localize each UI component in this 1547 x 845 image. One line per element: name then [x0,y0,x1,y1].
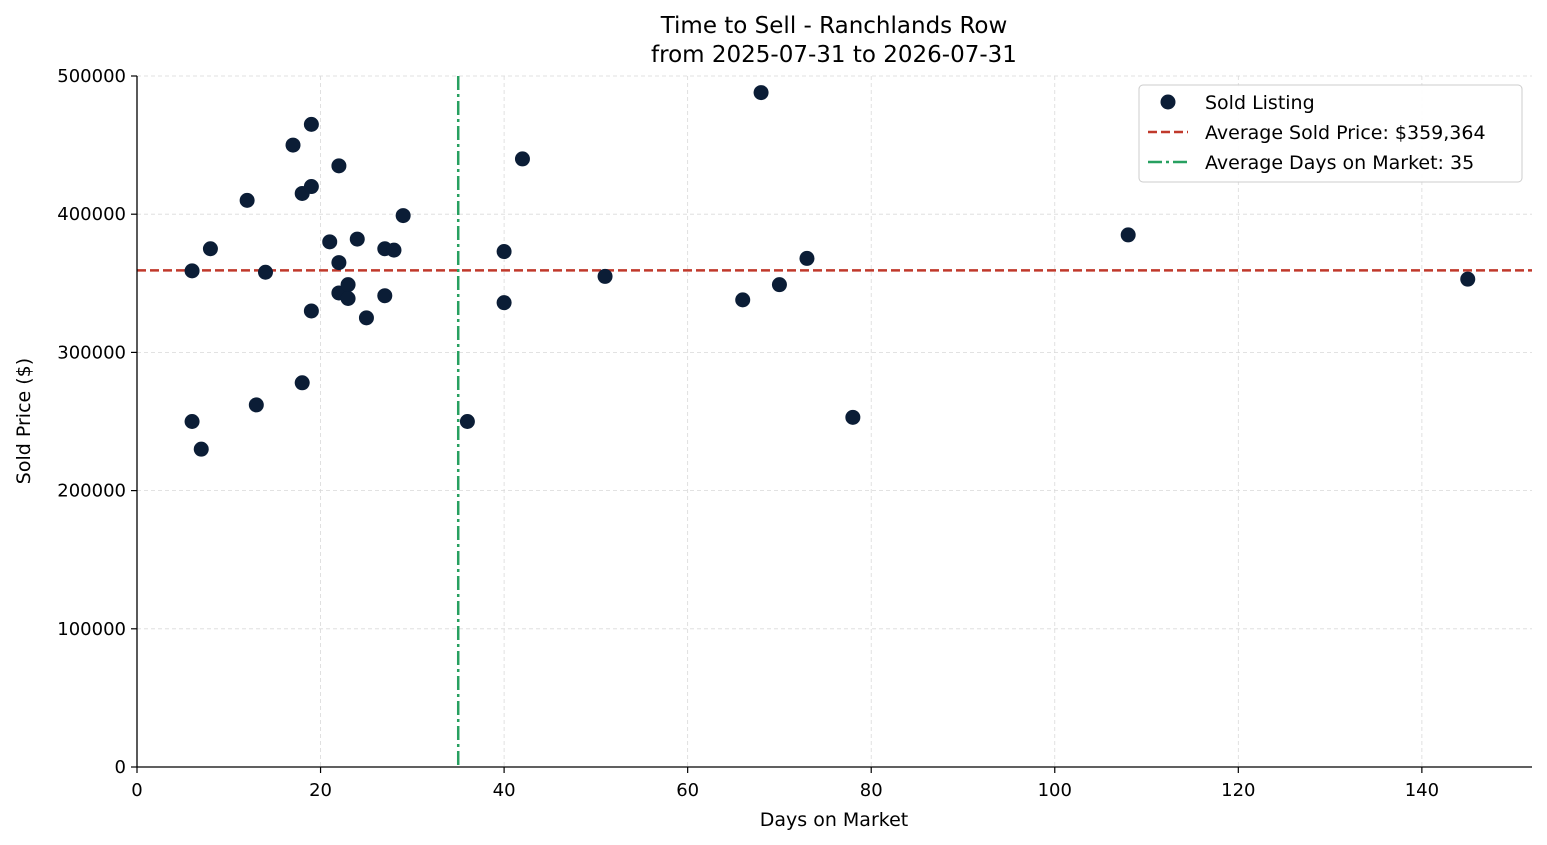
y-tick-label: 100000 [57,619,126,640]
legend-marker-sold-listing [1160,94,1176,110]
y-ticks: 0 100000 200000 300000 400000 500000 [57,66,137,778]
data-point [184,263,200,279]
x-tick-label: 0 [131,780,142,801]
data-point [1120,227,1136,243]
legend: Sold Listing Average Sold Price: $359,36… [1138,84,1523,183]
data-point [340,277,356,293]
data-point [386,242,402,258]
x-tick-label: 20 [309,780,332,801]
data-point [1460,271,1476,287]
data-point [799,250,815,266]
x-tick-label: 140 [1405,780,1439,801]
data-point [597,268,613,284]
data-point [845,409,861,425]
x-tick-label: 100 [1038,780,1072,801]
data-point [771,277,787,293]
x-axis-title: Days on Market [760,809,908,831]
x-tick-label: 120 [1221,780,1255,801]
data-point [193,441,209,457]
data-point [239,192,255,208]
y-tick-label: 0 [115,757,126,778]
data-point [331,255,347,271]
data-point [459,414,475,429]
data-point [395,208,411,224]
data-point [303,303,319,319]
legend-label-average-days: Average Days on Market: 35 [1205,152,1474,174]
data-point [322,234,338,250]
chart-title: Time to Sell - Ranchlands Row [660,13,1008,39]
y-tick-label: 400000 [57,204,126,225]
data-point [248,397,264,413]
data-point [285,137,301,153]
data-point [753,85,769,101]
data-point [184,414,200,429]
data-point [358,310,374,326]
x-tick-label: 40 [493,780,516,801]
data-point [735,292,751,308]
data-point [202,241,218,257]
x-tick-label: 60 [676,780,699,801]
data-points [184,85,1476,457]
legend-label-average-sold-price: Average Sold Price: $359,364 [1205,122,1486,144]
data-point [294,375,310,391]
data-point [340,291,356,307]
data-point [331,158,347,174]
data-point [377,288,393,304]
legend-label-sold-listing: Sold Listing [1205,92,1315,114]
y-tick-label: 300000 [57,342,126,363]
data-point [496,295,512,311]
data-point [303,179,319,195]
data-point [349,231,365,247]
data-point [496,244,512,260]
chart-subtitle: from 2025-07-31 to 2026-07-31 [651,42,1017,68]
data-point [514,151,530,167]
y-tick-label: 500000 [57,66,126,87]
x-ticks: 0 20 40 60 80 100 120 140 [131,767,1439,801]
legend-box [1138,84,1523,183]
x-tick-label: 80 [860,780,883,801]
reference-lines [137,76,1532,767]
grid [137,75,1532,767]
data-point [303,116,319,132]
axes [136,76,1532,768]
y-axis-title: Sold Price ($) [13,358,35,484]
y-tick-label: 200000 [57,481,126,502]
data-point [257,264,273,280]
